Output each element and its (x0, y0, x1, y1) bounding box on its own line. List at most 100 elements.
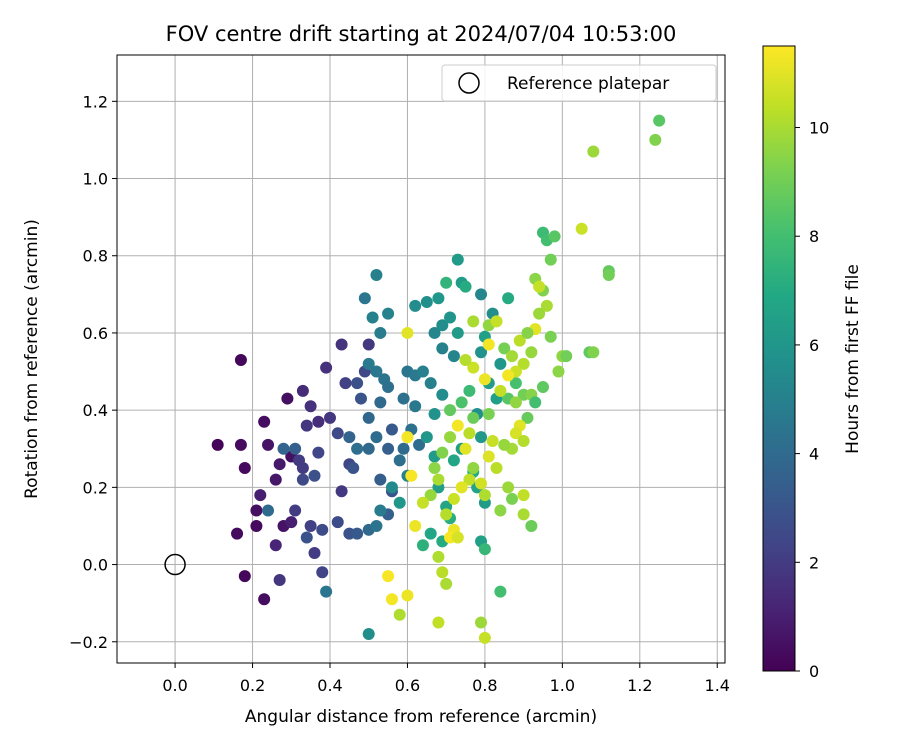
y-tick-label: 0.8 (83, 247, 108, 266)
data-point (234, 353, 247, 366)
data-point (459, 280, 472, 293)
data-point (296, 384, 309, 397)
data-point (374, 504, 387, 517)
data-point (401, 589, 414, 602)
data-point (273, 458, 286, 471)
data-point (432, 550, 445, 563)
data-point (509, 396, 522, 409)
data-point (393, 496, 406, 509)
data-point (335, 338, 348, 351)
data-point (478, 543, 491, 556)
data-point (602, 269, 615, 282)
data-point (409, 519, 422, 532)
data-point (521, 326, 534, 339)
data-point (320, 361, 333, 374)
data-point (351, 527, 364, 540)
colorbar-tick-label: 4 (809, 445, 819, 464)
data-point (362, 628, 375, 641)
data-point (478, 631, 491, 644)
y-tick-label: 0.6 (83, 324, 108, 343)
data-point (354, 392, 367, 405)
data-point (405, 469, 418, 482)
data-point (525, 346, 538, 359)
x-tick-label: 0.6 (395, 676, 420, 695)
data-point (308, 546, 321, 559)
data-point (444, 431, 457, 444)
data-point (316, 523, 329, 536)
data-point (269, 473, 282, 486)
data-point (436, 388, 449, 401)
data-point (366, 311, 379, 324)
data-point (262, 504, 275, 517)
data-point (451, 531, 464, 544)
data-point (300, 419, 313, 432)
data-point (502, 481, 515, 494)
data-point (370, 269, 383, 282)
colorbar-tick-label: 0 (809, 662, 819, 681)
data-point (401, 326, 414, 339)
data-point (428, 408, 441, 421)
data-point (312, 446, 325, 459)
data-point (238, 462, 251, 475)
x-tick-label: 0.8 (472, 676, 497, 695)
data-point (587, 145, 600, 158)
data-point (544, 330, 557, 343)
data-point (444, 404, 457, 417)
data-point (231, 527, 244, 540)
data-point (393, 454, 406, 467)
data-point (351, 442, 364, 455)
data-point (509, 427, 522, 440)
data-point (653, 114, 666, 127)
data-point (424, 377, 437, 390)
data-point (478, 489, 491, 502)
data-point (273, 574, 286, 587)
data-point (482, 450, 495, 463)
data-point (339, 377, 352, 390)
data-point (358, 292, 371, 305)
legend: Reference platepar (441, 64, 717, 102)
colorbar: 0 2 4 6 8 10 Hours from first FF file (762, 45, 863, 681)
colorbar-tick-label: 6 (809, 336, 819, 355)
y-tick-label: 1.0 (83, 170, 108, 189)
data-point (436, 342, 449, 355)
data-point (436, 566, 449, 579)
data-point (409, 299, 422, 312)
data-point (517, 508, 530, 521)
data-point (258, 593, 271, 606)
data-point (587, 346, 600, 359)
data-point (447, 350, 460, 363)
x-axis-label: Angular distance from reference (arcmin) (245, 707, 597, 727)
data-point (533, 280, 546, 293)
data-point (393, 608, 406, 621)
data-point (517, 489, 530, 502)
data-point (517, 435, 530, 448)
data-point (513, 334, 526, 347)
x-tick-label: 0.0 (162, 676, 187, 695)
data-point (521, 411, 534, 424)
data-point (312, 415, 325, 428)
legend-marker (458, 72, 480, 94)
data-point (486, 435, 499, 448)
data-point (335, 485, 348, 498)
data-point (397, 442, 410, 455)
y-tick-label: 0.4 (83, 401, 108, 420)
data-point (385, 593, 398, 606)
data-point (436, 446, 449, 459)
data-point (262, 438, 275, 451)
data-point (420, 296, 433, 309)
data-point (451, 253, 464, 266)
data-point (475, 346, 488, 359)
data-point (374, 473, 387, 486)
data-point (401, 431, 414, 444)
data-point (370, 431, 383, 444)
data-point (490, 462, 503, 475)
data-point (494, 504, 507, 517)
data-point (506, 350, 519, 363)
x-tick-label: 0.4 (317, 676, 342, 695)
data-point (451, 419, 464, 432)
data-point (362, 357, 375, 370)
data-point (498, 438, 511, 451)
data-point (343, 431, 356, 444)
data-point (385, 423, 398, 436)
data-point (475, 431, 488, 444)
